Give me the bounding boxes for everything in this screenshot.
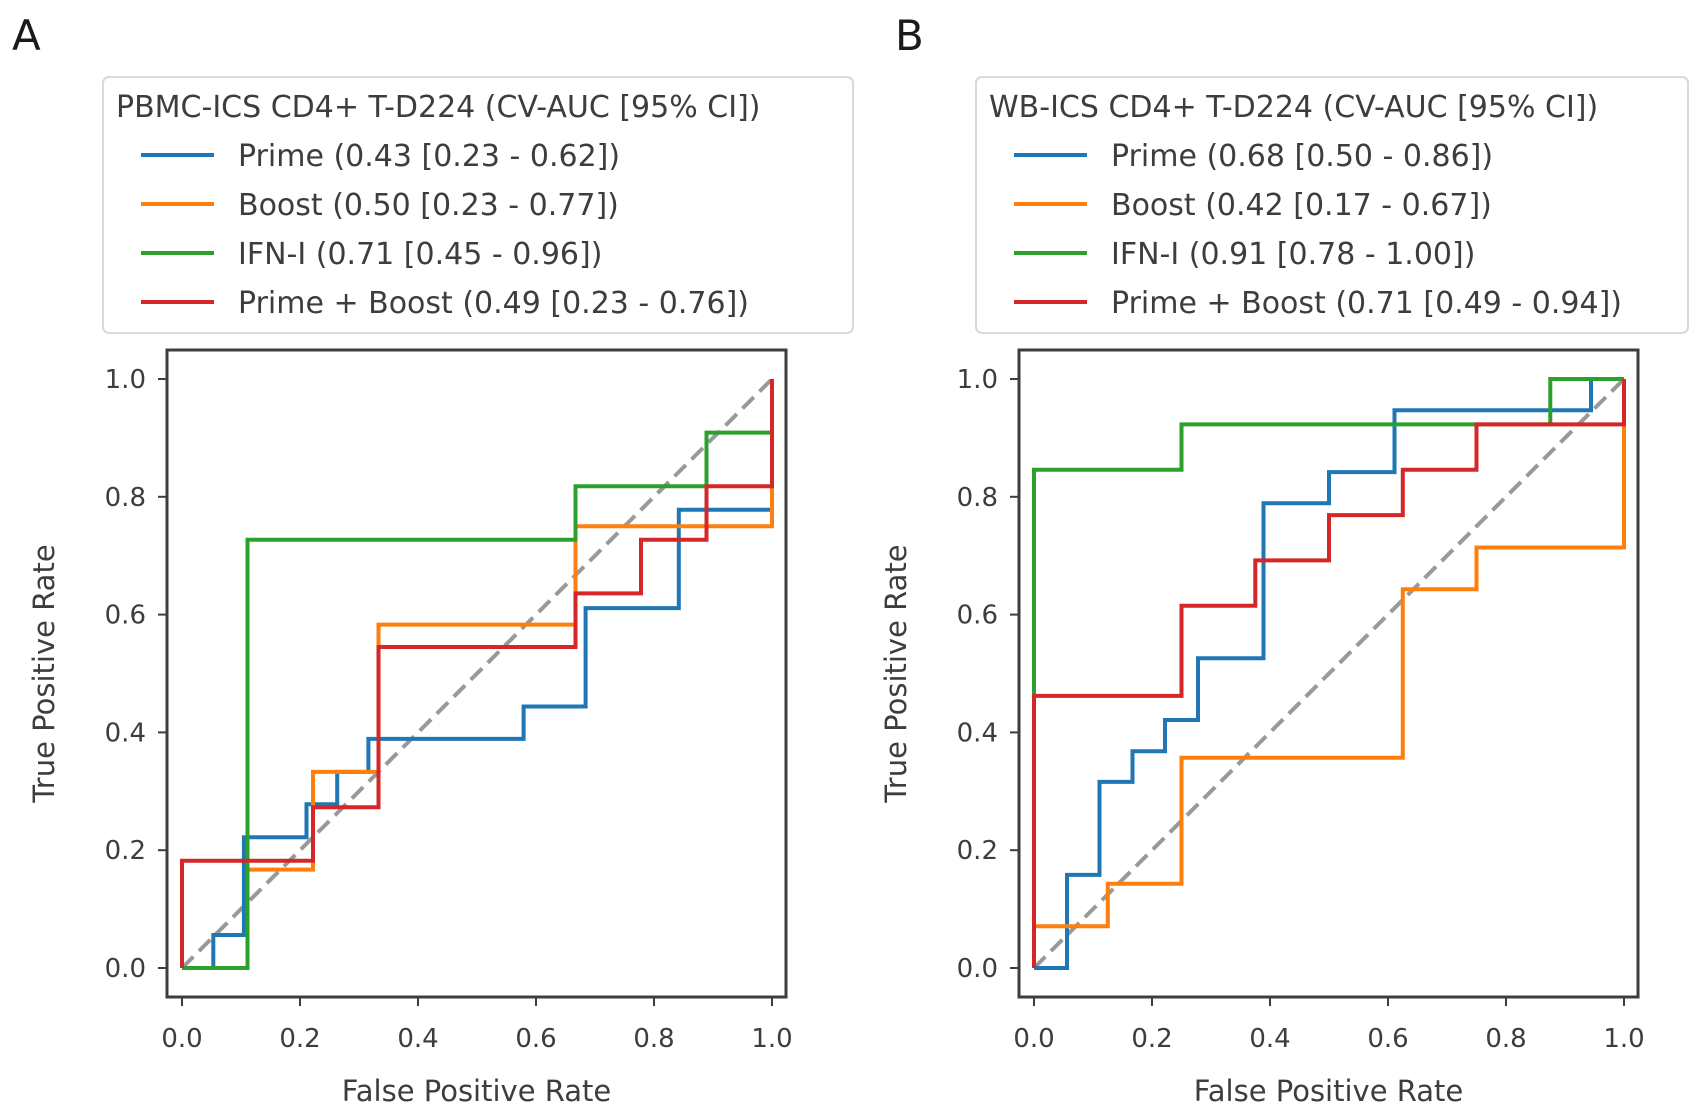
y-tick-label: 0.2	[957, 836, 998, 866]
roc-line-prime	[1034, 377, 1624, 970]
y-tick-label: 0.4	[105, 718, 146, 748]
y-tick-label: 0.0	[105, 954, 146, 984]
y-tick-label: 0.0	[957, 954, 998, 984]
y-axis-title: True Positive Rate	[27, 544, 61, 803]
y-tick-label: 0.6	[105, 601, 146, 631]
legend-box	[102, 76, 854, 334]
y-axis-title: True Positive Rate	[879, 544, 913, 803]
legend-entry: IFN-I (0.91 [0.78 - 1.00])	[1111, 237, 1475, 272]
legend: PBMC-ICS CD4+ T-D224 (CV-AUC [95% CI]) Pr…	[102, 76, 854, 334]
roc-line-ifn-i	[1032, 377, 1624, 696]
x-tick-label: 0.2	[1131, 1024, 1172, 1054]
legend-entry: Prime + Boost (0.71 [0.49 - 0.94])	[1111, 286, 1622, 321]
y-tick-label: 1.0	[105, 365, 146, 395]
legend-entry: Prime (0.43 [0.23 - 0.62])	[238, 139, 620, 174]
x-tick-label: 0.2	[279, 1024, 320, 1054]
panel-label: A	[12, 11, 41, 60]
legend-box	[975, 76, 1689, 334]
legend: WB-ICS CD4+ T-D224 (CV-AUC [95% CI]) Prim…	[975, 76, 1689, 334]
chance-diagonal	[180, 377, 774, 970]
x-axis: 0.0 0.2 0.4 0.6 0.8 1.0 False Positive Rate	[161, 997, 793, 1108]
x-tick-label: 0.4	[397, 1024, 438, 1054]
x-tick-label: 0.0	[161, 1024, 202, 1054]
x-axis-title: False Positive Rate	[342, 1074, 612, 1108]
legend-entry: IFN-I (0.71 [0.45 - 0.96])	[238, 237, 602, 272]
roc-line-prime-boost	[1032, 379, 1626, 968]
panel-label: B	[895, 11, 924, 60]
legend-title: PBMC-ICS CD4+ T-D224 (CV-AUC [95% CI])	[116, 90, 760, 125]
y-tick-label: 1.0	[957, 365, 998, 395]
roc-line-prime-boost	[180, 379, 774, 968]
y-axis: 0.0 0.2 0.4 0.6 0.8 1.0 True Positive Rate	[879, 365, 1019, 984]
chance-diagonal	[1032, 377, 1626, 970]
panel-b: B WB-ICS CD4+ T-D224 (CV-AUC [95% CI]) Pri…	[879, 11, 1689, 1108]
roc-line-ifn-i	[182, 430, 772, 970]
x-tick-label: 0.8	[633, 1024, 674, 1054]
roc-line-prime	[182, 507, 772, 970]
legend-title: WB-ICS CD4+ T-D224 (CV-AUC [95% CI])	[989, 90, 1598, 125]
y-tick-label: 0.8	[105, 483, 146, 513]
y-tick-label: 0.4	[957, 718, 998, 748]
x-tick-label: 0.6	[515, 1024, 556, 1054]
y-tick-label: 0.6	[957, 601, 998, 631]
legend-entry: Prime (0.68 [0.50 - 0.86])	[1111, 139, 1493, 174]
legend-entry: Boost (0.42 [0.17 - 0.67])	[1111, 188, 1492, 223]
x-tick-label: 0.0	[1013, 1024, 1054, 1054]
x-tick-label: 1.0	[1603, 1024, 1644, 1054]
y-tick-label: 0.8	[957, 483, 998, 513]
plot-frame	[165, 348, 788, 999]
y-tick-label: 0.2	[105, 836, 146, 866]
x-tick-label: 0.6	[1367, 1024, 1408, 1054]
legend-entry: Prime + Boost (0.49 [0.23 - 0.76])	[238, 286, 749, 321]
x-axis: 0.0 0.2 0.4 0.6 0.8 1.0 False Positive Rate	[1013, 997, 1645, 1108]
roc-line-boost	[1034, 379, 1626, 929]
x-axis-title: False Positive Rate	[1194, 1074, 1464, 1108]
y-axis: 0.0 0.2 0.4 0.6 0.8 1.0 True Positive Rate	[27, 365, 167, 984]
x-tick-label: 0.4	[1249, 1024, 1290, 1054]
plot-frame	[1017, 348, 1640, 999]
x-tick-label: 1.0	[751, 1024, 792, 1054]
legend-entry: Boost (0.50 [0.23 - 0.77])	[238, 188, 619, 223]
x-tick-label: 0.8	[1485, 1024, 1526, 1054]
